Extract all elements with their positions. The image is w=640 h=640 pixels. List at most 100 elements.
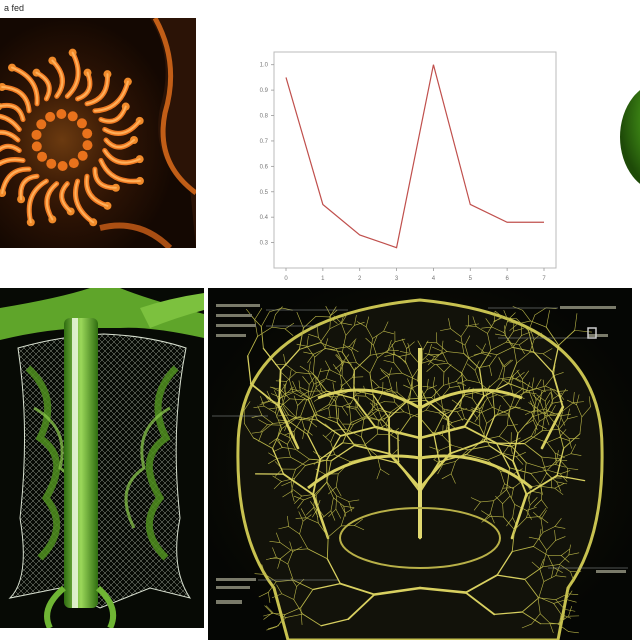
vessel <box>511 436 532 447</box>
vessel <box>564 609 576 612</box>
vessel <box>539 473 547 486</box>
y-tick-label: 1.0 <box>260 63 269 69</box>
vessel <box>492 393 496 416</box>
vessel <box>505 341 520 346</box>
vessel <box>295 458 310 470</box>
vessel <box>495 495 503 504</box>
virus-spike-highlight <box>105 139 135 149</box>
vessel <box>487 333 492 351</box>
vessel <box>542 348 553 355</box>
vessel <box>300 508 307 519</box>
vessel <box>432 387 442 399</box>
vessel <box>560 614 572 619</box>
vessel <box>546 473 557 483</box>
vessel <box>434 359 446 362</box>
vessel <box>377 420 379 435</box>
vessel <box>417 340 424 351</box>
vessel <box>502 487 514 489</box>
vessel <box>261 415 273 424</box>
vessel <box>307 413 315 435</box>
vessel <box>379 368 390 375</box>
vessel <box>509 467 532 474</box>
vessel <box>292 546 303 552</box>
vessel <box>334 361 344 370</box>
vessel <box>489 354 498 366</box>
vessel <box>533 499 542 508</box>
vessel <box>342 361 357 364</box>
vessel <box>525 382 530 393</box>
vessel <box>244 423 254 439</box>
vessel <box>326 558 341 585</box>
vessel <box>265 605 274 614</box>
vessel <box>353 354 371 371</box>
vessel <box>339 503 346 514</box>
vessel <box>335 354 343 364</box>
vessel <box>348 423 354 434</box>
vessel <box>473 501 481 511</box>
vessel <box>328 392 335 405</box>
vessel <box>439 444 453 451</box>
vessel <box>451 399 461 407</box>
vessel <box>567 593 579 596</box>
vessel <box>302 428 305 440</box>
vessel <box>276 617 287 628</box>
vessel <box>481 326 493 329</box>
vessel <box>316 419 342 437</box>
vessel <box>252 437 273 449</box>
vessel <box>263 405 276 414</box>
vessel <box>249 382 280 408</box>
vessel <box>556 474 586 482</box>
vessel <box>295 418 310 421</box>
vessel <box>280 391 285 406</box>
vessel <box>364 444 378 457</box>
vessel <box>369 338 373 356</box>
vessel <box>540 391 542 402</box>
vessel <box>427 356 435 366</box>
vessel <box>279 432 290 438</box>
vessel <box>298 342 321 350</box>
vessel <box>480 500 495 503</box>
vessel <box>522 309 531 322</box>
vessel <box>275 412 283 429</box>
vessel <box>451 418 465 423</box>
vessel <box>502 359 512 367</box>
vessel <box>560 413 571 417</box>
vessel <box>268 625 279 630</box>
vessel <box>312 356 316 375</box>
vessel <box>418 586 468 594</box>
vessel <box>290 548 309 551</box>
vessel <box>546 442 556 454</box>
vessel <box>431 385 444 398</box>
virus-spike-highlight <box>1 168 31 195</box>
vessel <box>279 542 292 551</box>
vessel <box>550 405 556 415</box>
vessel <box>312 582 341 591</box>
vessel <box>490 341 507 351</box>
x-tick-label: 4 <box>432 276 436 280</box>
vessel <box>464 344 469 359</box>
vessel <box>330 432 336 443</box>
vessel <box>483 351 498 356</box>
vessel <box>335 400 338 424</box>
vessel <box>336 495 350 502</box>
vessel <box>463 425 498 445</box>
vessel <box>512 504 515 518</box>
vessel <box>386 341 396 353</box>
vessel <box>388 367 392 379</box>
vessel <box>573 401 584 403</box>
vessel <box>328 508 337 517</box>
vessel <box>504 325 506 337</box>
vessel <box>434 351 448 357</box>
vessel <box>341 322 353 326</box>
vessel <box>328 407 331 419</box>
vessel <box>418 452 452 490</box>
vessel <box>539 508 547 517</box>
vessel <box>524 409 535 415</box>
vessel <box>322 510 332 518</box>
vessel <box>537 596 541 615</box>
vessel <box>409 376 413 400</box>
vessel <box>541 456 559 459</box>
vessel <box>340 512 346 527</box>
vessel <box>279 398 290 408</box>
vessel <box>538 538 547 551</box>
